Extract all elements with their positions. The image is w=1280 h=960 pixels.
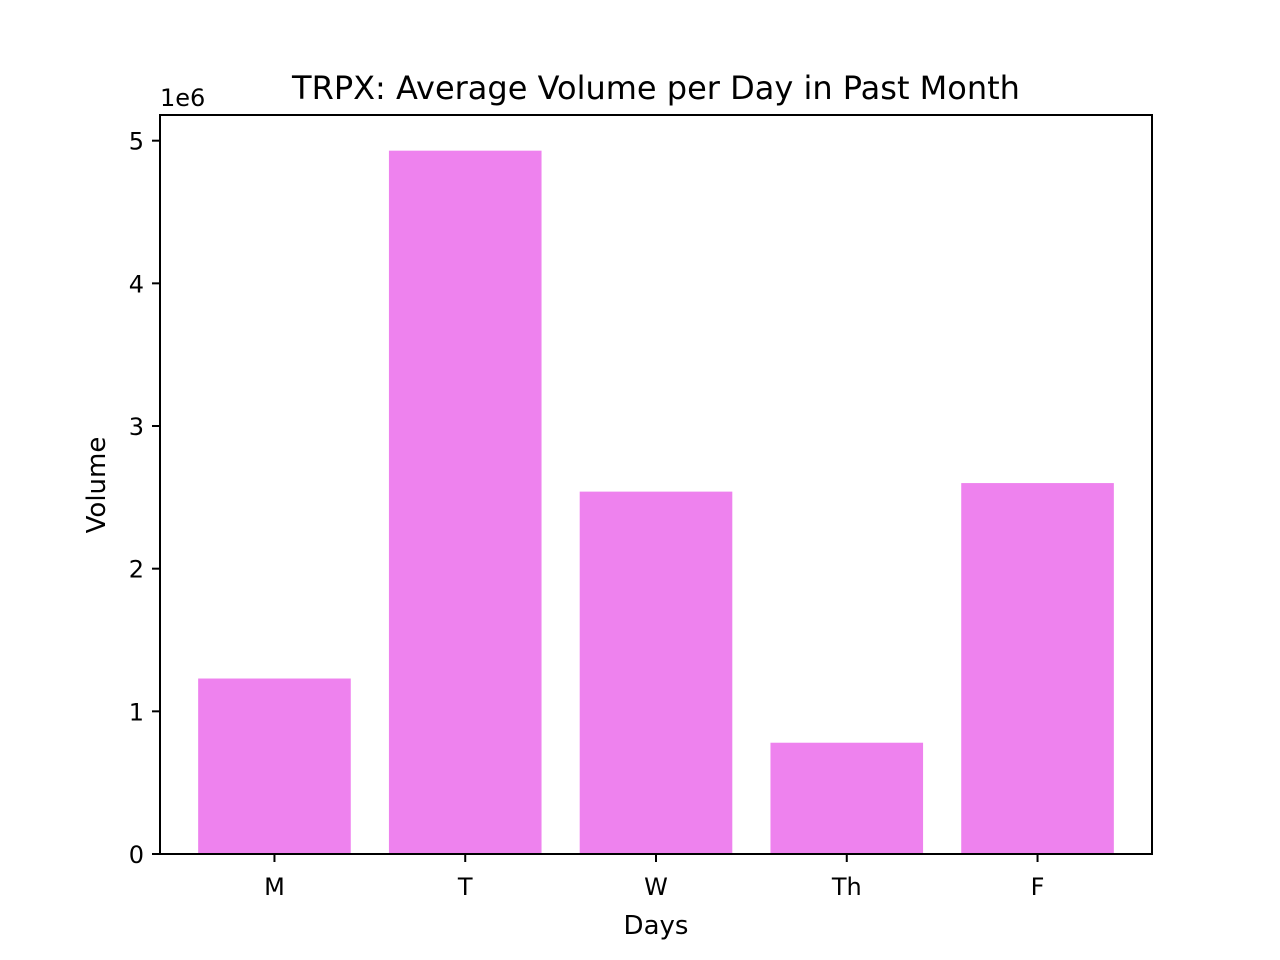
y-tick-label: 4 [129,270,144,298]
x-tick-label: T [457,873,473,901]
x-axis-label: Days [624,911,689,941]
plot-area-frame [159,114,1153,855]
y-tick-label: 1 [129,698,144,726]
y-tick-label: 5 [129,128,144,156]
bars-group [198,150,1114,854]
y-tick-label: 3 [129,413,144,441]
bar-f [961,483,1114,854]
y-axis-label: Volume [82,437,112,534]
chart-title: TRPX: Average Volume per Day in Past Mon… [291,69,1020,107]
bar-th [770,742,924,854]
y-axis-offset-label: 1e6 [160,84,205,112]
y-tick-label: 0 [129,841,144,869]
bar-m [198,678,351,854]
bar-w [579,491,733,854]
x-tick-label: M [264,873,285,901]
x-tick-label: Th [831,873,862,901]
x-tick-label: F [1031,873,1045,901]
x-axis-ticks: M T W Th F [264,854,1044,901]
bar-t [388,150,542,854]
y-axis-ticks: 0 1 2 3 4 5 [129,128,160,869]
x-tick-label: W [644,873,668,901]
y-tick-label: 2 [129,556,144,584]
